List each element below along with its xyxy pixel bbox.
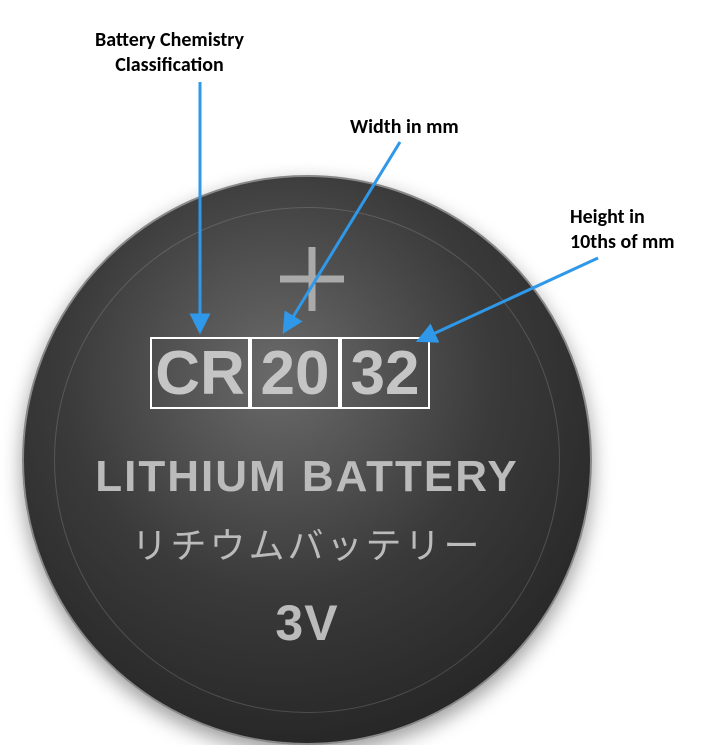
- code-part-20: 20: [250, 337, 340, 409]
- battery-body: CR 20 32 LITHIUM BATTERY リチウムバッテリー 3V: [22, 175, 592, 745]
- code-32-text: 32: [351, 338, 420, 409]
- battery-voltage: 3V: [24, 594, 590, 652]
- label-chemistry-l2: Classification: [95, 53, 244, 78]
- label-height-l2: 10ths of mm: [570, 230, 675, 255]
- battery-text-jp: リチウムバッテリー: [24, 517, 590, 569]
- plus-icon: [272, 239, 352, 319]
- label-width-text: Width in mm: [350, 115, 459, 139]
- battery-text-en: LITHIUM BATTERY: [24, 452, 590, 502]
- label-chemistry-l1: Battery Chemistry: [95, 28, 244, 53]
- code-part-32: 32: [340, 337, 430, 409]
- label-height: Height in 10ths of mm: [570, 205, 675, 255]
- label-height-l1: Height in: [570, 205, 675, 230]
- code-20-text: 20: [261, 338, 330, 409]
- code-part-cr: CR: [150, 337, 250, 409]
- code-cr-text: CR: [155, 338, 245, 409]
- label-width: Width in mm: [350, 115, 459, 140]
- label-chemistry: Battery Chemistry Classification: [95, 28, 244, 78]
